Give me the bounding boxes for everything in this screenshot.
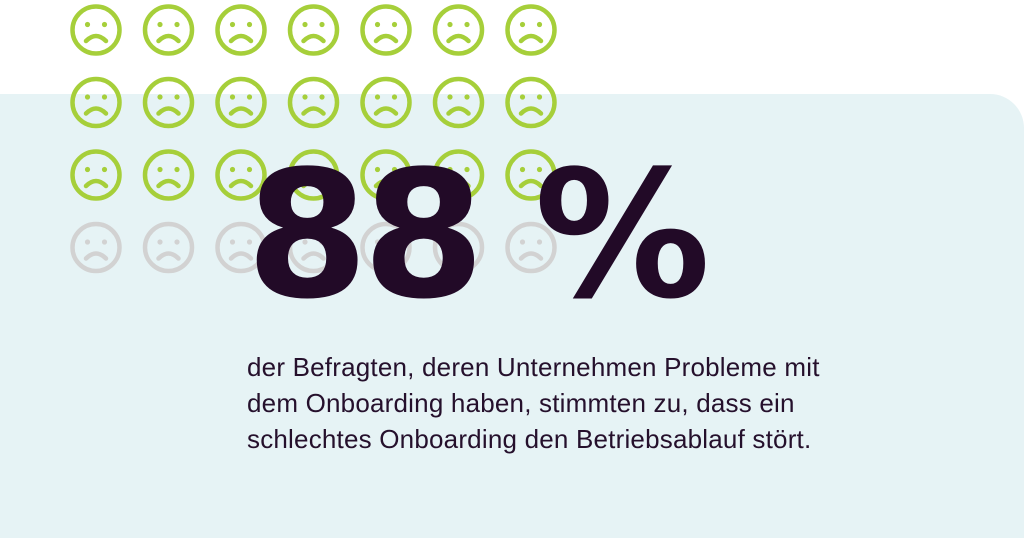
sad-face-icon	[70, 76, 122, 129]
sad-face-icon	[215, 4, 267, 56]
sad-face-icon	[142, 76, 195, 129]
sad-face-icon	[360, 76, 412, 129]
description-line-2: dem Onboarding haben, stimmten zu, dass …	[247, 388, 795, 418]
statistic-value: 88 %	[246, 133, 711, 338]
sad-face-icon	[287, 221, 340, 274]
sad-face-icon	[287, 4, 340, 56]
sad-face-icon	[215, 149, 267, 201]
sad-face-icon	[360, 149, 412, 201]
sad-face-icon	[70, 221, 122, 274]
sad-face-icon	[215, 221, 267, 274]
sad-face-icon	[142, 149, 195, 201]
sad-face-icon	[215, 76, 267, 129]
sad-face-icon	[360, 221, 412, 274]
description-line-1: der Befragten, deren Unternehmen Problem…	[247, 352, 820, 382]
sad-face-icon	[70, 4, 122, 56]
sad-face-icon	[432, 76, 485, 129]
sad-face-icon	[142, 4, 195, 56]
sad-face-icon	[432, 4, 485, 56]
background-panel	[0, 94, 1024, 538]
sad-face-icon	[505, 221, 557, 274]
sad-face-icon	[287, 76, 340, 129]
sad-face-icon	[142, 221, 195, 274]
sad-face-icon	[505, 149, 557, 201]
sad-face-icon	[505, 76, 557, 129]
sad-face-icon	[432, 149, 485, 201]
sad-face-icon	[360, 4, 412, 56]
sad-face-icon	[432, 221, 485, 274]
sad-face-icon	[70, 149, 122, 201]
sad-face-icon	[287, 149, 340, 201]
statistic-description: der Befragten, deren Unternehmen Problem…	[247, 349, 820, 457]
sad-face-icon	[505, 4, 557, 56]
description-line-3: schlechtes Onboarding den Betriebsablauf…	[247, 424, 812, 454]
